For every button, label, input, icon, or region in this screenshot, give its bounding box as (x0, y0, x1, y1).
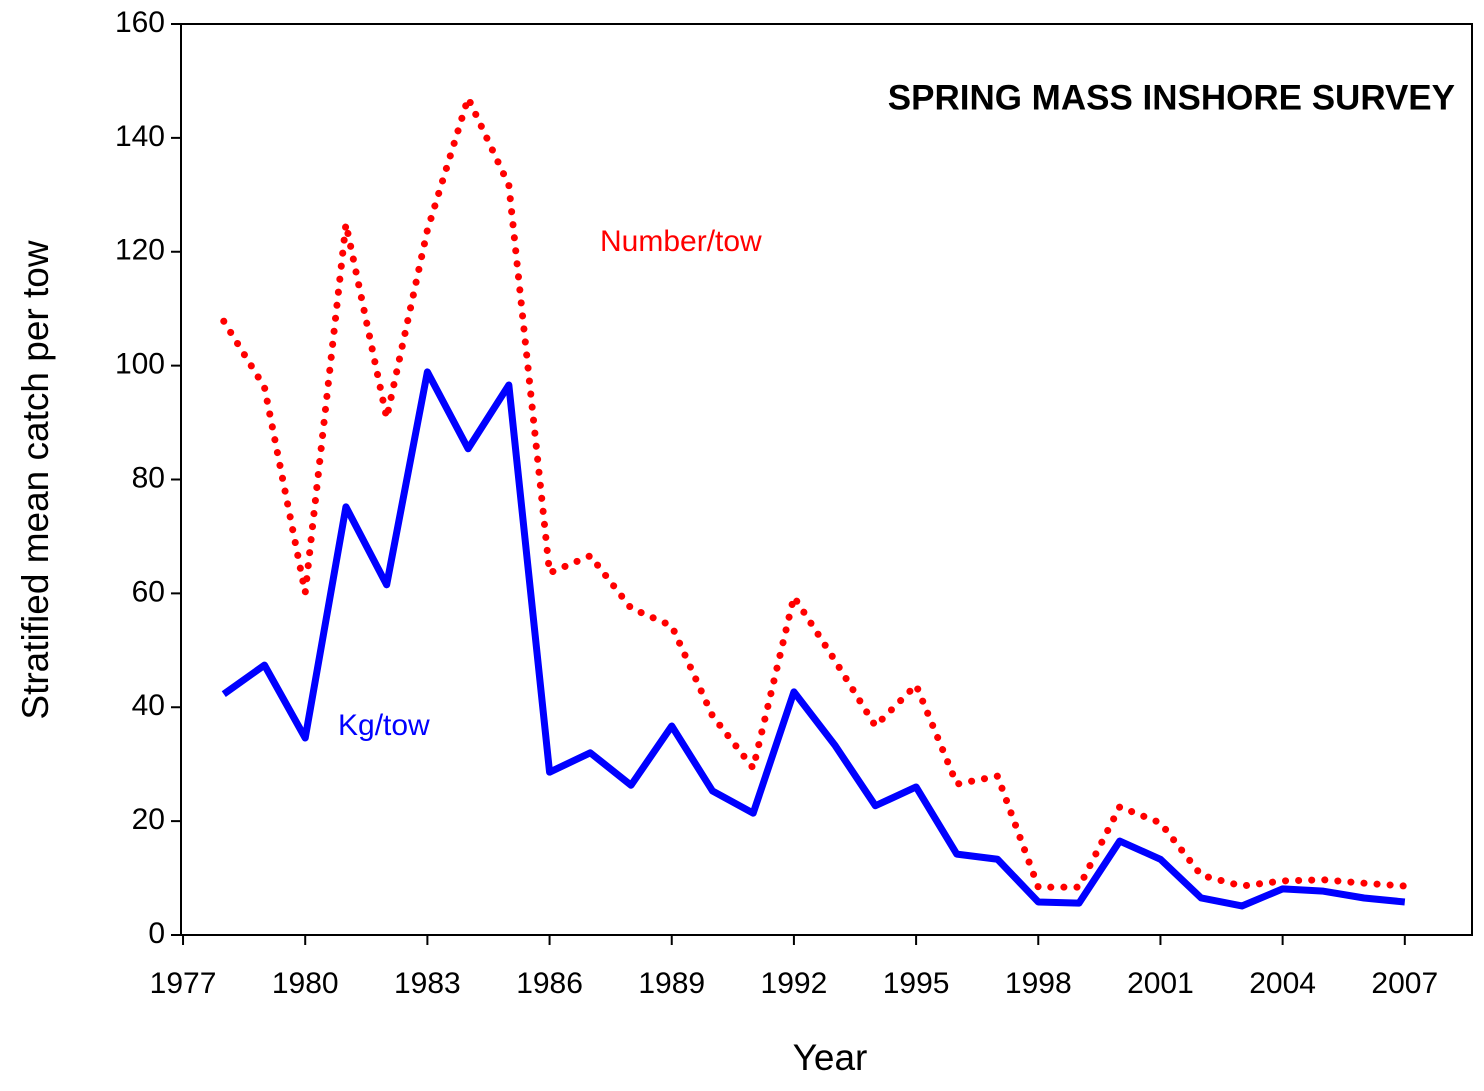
x-tick-label: 1980 (272, 967, 339, 1000)
series-line (221, 368, 1406, 910)
y-tick-label: 0 (148, 917, 165, 950)
y-tick-label: 20 (132, 803, 165, 836)
x-tick-label: 1983 (394, 967, 461, 1000)
series-line (220, 94, 1409, 891)
y-tick-label: 100 (115, 348, 165, 381)
x-tick-label: 1995 (883, 967, 950, 1000)
x-axis-label: Year (793, 1037, 868, 1078)
x-tick-label: 1998 (1005, 967, 1072, 1000)
y-tick-label: 80 (132, 461, 165, 494)
x-tick-label: 2004 (1249, 967, 1316, 1000)
chart-title: SPRING MASS INSHORE SURVEY (888, 78, 1455, 117)
plot-frame (180, 23, 1473, 936)
x-tick-label: 2007 (1371, 967, 1438, 1000)
y-tick-label: 40 (132, 689, 165, 722)
x-tick-label: 1986 (516, 967, 583, 1000)
x-tick-label: 1977 (150, 967, 217, 1000)
y-tick-label: 140 (115, 120, 165, 153)
y-tick-label: 160 (115, 6, 165, 39)
y-tick-label: 60 (132, 575, 165, 608)
y-tick-label: 120 (115, 234, 165, 267)
x-tick-label: 2001 (1127, 967, 1194, 1000)
series-label: Kg/tow (338, 709, 430, 742)
series-label: Number/tow (600, 225, 762, 258)
x-tick-label: 1992 (761, 967, 828, 1000)
x-tick-label: 1989 (638, 967, 705, 1000)
y-axis-label: Stratified mean catch per tow (15, 240, 56, 719)
